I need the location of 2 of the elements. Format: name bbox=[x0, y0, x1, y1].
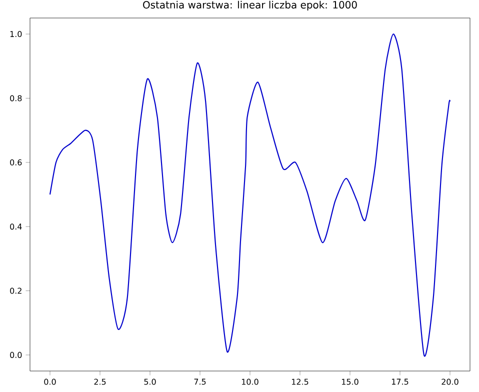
line-series bbox=[49, 33, 451, 356]
chart-title: Ostatnia warstwa: linear liczba epok: 1000 bbox=[143, 0, 357, 11]
